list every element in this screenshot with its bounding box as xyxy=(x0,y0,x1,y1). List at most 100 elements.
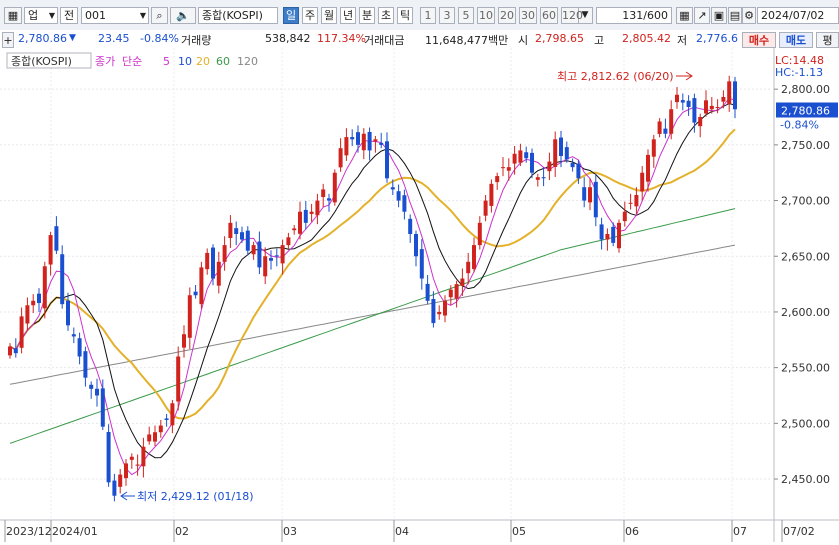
interval-button-20[interactable]: 20 xyxy=(498,7,516,24)
candle-body xyxy=(419,249,424,279)
count-field[interactable]: 131/600 xyxy=(596,7,672,24)
interval-button-3[interactable]: 3 xyxy=(439,7,455,24)
legend-ma-type: 단순 xyxy=(122,55,142,68)
print-icon[interactable]: ▤ xyxy=(728,7,742,24)
eval-button[interactable]: 평 xyxy=(816,32,839,48)
legend-ma-20: 20 xyxy=(196,55,210,68)
candle-body xyxy=(315,200,320,216)
interval-button-5[interactable]: 5 xyxy=(458,7,474,24)
candle-body xyxy=(106,432,111,483)
candle-body xyxy=(147,434,152,442)
candle-body xyxy=(367,131,372,151)
last-price-tag: 2,780.86 xyxy=(781,105,830,118)
candle-body xyxy=(437,311,442,315)
volume-value: 538,842 xyxy=(265,32,311,45)
candle-body xyxy=(733,81,737,110)
time-tick-label: 06 xyxy=(625,525,639,538)
tab-period-4[interactable]: 분 xyxy=(359,7,375,24)
price-tick-label: 2,600.00 xyxy=(781,306,830,319)
candle-body xyxy=(663,128,668,134)
candle-body xyxy=(483,200,488,216)
candle-body xyxy=(199,267,204,305)
code-input[interactable]: 001 ▼ xyxy=(81,7,149,24)
legend-symbol: 종합(KOSPI) xyxy=(11,55,72,68)
tab-period-3[interactable]: 년 xyxy=(340,7,356,24)
candle-body xyxy=(634,194,639,207)
candle-body xyxy=(698,117,703,127)
price-change-pct: -0.84% xyxy=(140,32,179,45)
candle-body xyxy=(164,418,169,420)
candle-body xyxy=(709,105,714,110)
tab-period-1[interactable]: 주 xyxy=(302,7,318,24)
legend-ma-60: 60 xyxy=(216,55,230,68)
legend-price-label: 종가 xyxy=(95,55,115,68)
mode-select[interactable]: 전 xyxy=(60,7,78,24)
speaker-icon[interactable]: 🔈 xyxy=(170,7,196,24)
volume-label: 거래량 xyxy=(181,34,212,47)
candle-body xyxy=(622,211,627,222)
current-price: 2,780.86 xyxy=(18,32,67,45)
buy-button[interactable]: 매수 xyxy=(742,32,776,48)
expand-icon[interactable]: + xyxy=(2,32,14,48)
interval-button-120[interactable]: 120 xyxy=(561,7,583,24)
search-icon[interactable]: ⌕ xyxy=(151,7,168,24)
candle-body xyxy=(443,300,447,316)
candle-body xyxy=(71,334,76,337)
candle-body xyxy=(396,191,401,201)
chevron-down-icon[interactable]: ▼ xyxy=(577,7,593,24)
gear-icon[interactable]: ⚙ xyxy=(742,7,756,24)
down-arrow-icon: ▼ xyxy=(69,33,76,43)
candle-body xyxy=(321,189,326,198)
candle-body xyxy=(518,150,523,163)
candle-body xyxy=(512,153,517,164)
ma10-line xyxy=(9,103,736,459)
candle-body xyxy=(193,291,198,296)
index-name-field: 종합(KOSPI) xyxy=(198,7,278,24)
candle-body xyxy=(182,334,186,348)
candle-body xyxy=(402,195,407,212)
interval-button-1[interactable]: 1 xyxy=(420,7,436,24)
chevron-down-icon: ▼ xyxy=(48,11,55,20)
candle-body xyxy=(153,432,157,442)
candle-body xyxy=(385,141,389,179)
time-tick-label: 05 xyxy=(512,525,526,538)
candle-body xyxy=(669,109,674,134)
type-select[interactable]: 업 ▼ xyxy=(24,7,58,24)
candle-body xyxy=(559,137,563,157)
tab-period-6[interactable]: 틱 xyxy=(397,7,413,24)
grid-icon[interactable]: ▦ xyxy=(676,7,693,24)
sell-button[interactable]: 매도 xyxy=(779,32,813,48)
chart-annotations: 최고 2,812.62 (06/20) 최저 2,429.12 (01/18) LC… xyxy=(120,54,838,503)
interval-button-60[interactable]: 60 xyxy=(540,7,558,24)
tab-period-2[interactable]: 월 xyxy=(321,7,337,24)
interval-button-30[interactable]: 30 xyxy=(519,7,537,24)
candle-body xyxy=(135,464,140,466)
save-icon[interactable]: ▣ xyxy=(711,7,727,24)
candle-body xyxy=(588,187,592,203)
candle-body xyxy=(414,233,418,257)
candle-body xyxy=(257,241,262,268)
candle-body xyxy=(309,211,314,214)
candle-body xyxy=(582,187,587,201)
candle-body xyxy=(176,356,181,402)
tab-period-0[interactable]: 일 xyxy=(283,7,299,24)
index-name: 종합(KOSPI) xyxy=(202,9,263,22)
candle-body xyxy=(100,388,105,427)
time-tick-label: 2024/01 xyxy=(52,525,98,538)
candle-body xyxy=(576,163,581,179)
date-input[interactable]: 2024/07/02 xyxy=(757,7,839,24)
candle-body xyxy=(547,161,552,172)
candle-body xyxy=(506,167,511,171)
candle-body xyxy=(541,177,546,179)
candle-body xyxy=(19,316,24,348)
candle-body xyxy=(599,224,604,240)
candle-body xyxy=(170,403,175,426)
chart-menu-icon[interactable]: ▦ xyxy=(4,7,22,24)
candle-body xyxy=(332,172,337,203)
candle-body xyxy=(228,222,233,238)
interval-button-10[interactable]: 10 xyxy=(477,7,495,24)
chart-icon[interactable]: ↗ xyxy=(694,7,710,24)
candle-body xyxy=(327,198,331,201)
tab-period-5[interactable]: 초 xyxy=(378,7,394,24)
candlestick-chart[interactable]: 2,800.00 2,750.00 2,700.00 2,650.00 2,600.00… xyxy=(0,48,839,542)
